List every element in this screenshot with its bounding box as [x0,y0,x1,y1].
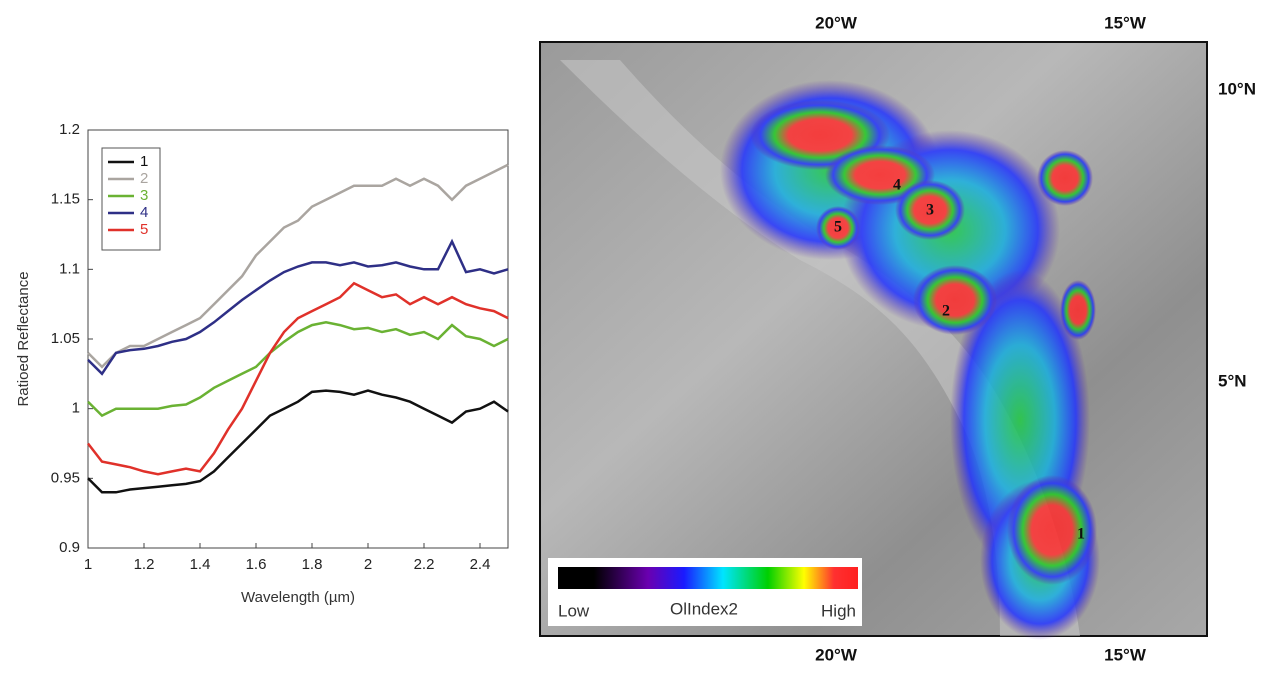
lon-label: 20°W [815,645,858,664]
lon-label: 15°W [1104,645,1147,664]
x-axis-label: Wavelength (µm) [241,589,355,606]
y-tick-label: 1.15 [51,191,80,208]
legend-label: 4 [140,204,148,221]
lon-label: 15°W [1104,13,1147,32]
x-tick-label: 1 [84,556,92,573]
y-tick-label: 0.9 [59,539,80,556]
legend-box [101,147,161,251]
colorbar-low: Low [558,601,590,620]
lon-label: 20°W [815,13,858,32]
x-tick-label: 2.2 [414,556,435,573]
site-label: 1 [1077,526,1085,543]
legend-label: 3 [140,187,148,204]
series-line [87,238,509,376]
y-tick-label: 1.2 [59,121,80,138]
series-line [87,321,509,418]
y-axis-label: Ratioed Reflectance [15,271,32,406]
y-tick-label: 1.1 [59,260,80,277]
lat-label: 5°N [1218,371,1247,390]
series-line [87,281,509,476]
map: Low OlIndex2 High 20°W 15°W 20°W 15°W 10… [539,13,1256,664]
index-overlay [720,80,1100,640]
colorbar-high: High [821,601,856,620]
legend-label: 1 [140,153,148,170]
legend-label: 5 [140,221,148,238]
x-tick-label: 1.6 [246,556,267,573]
x-tick-label: 1.8 [302,556,323,573]
y-tick-label: 0.95 [51,469,80,486]
x-tick-label: 2 [364,556,372,573]
x-tick-label: 1.2 [134,556,155,573]
site-label: 3 [926,202,934,219]
lat-label: 10°N [1218,79,1256,98]
y-tick-label: 1.05 [51,330,80,347]
x-tick-label: 2.4 [470,556,491,573]
site-label: 2 [942,303,950,320]
colorbar-title: OlIndex2 [670,599,738,618]
site-label: 5 [834,219,842,236]
y-tick-label: 1 [72,400,80,417]
site-label: 4 [893,177,901,194]
legend-label: 2 [140,170,148,187]
x-tick-label: 1.4 [190,556,211,573]
colorbar [558,567,858,589]
series-line [87,389,509,494]
series-line [87,163,509,369]
